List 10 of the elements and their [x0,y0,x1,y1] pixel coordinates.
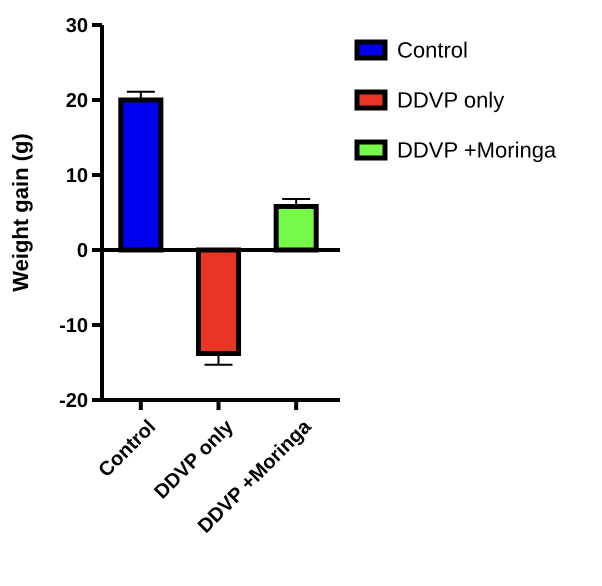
y-tick-label: 10 [66,165,88,187]
legend-label: Control [397,38,468,63]
y-tick-label: 0 [76,240,88,262]
legend-label: DDVP only [397,88,504,113]
y-tick-label: -10 [59,315,88,337]
y-tick-label: -20 [59,390,88,412]
y-tick-label: 30 [66,15,88,37]
legend-label: DDVP +Moringa [397,138,557,163]
y-axis-title: Weight gain (g) [8,133,33,292]
y-tick-label: 20 [66,90,88,112]
